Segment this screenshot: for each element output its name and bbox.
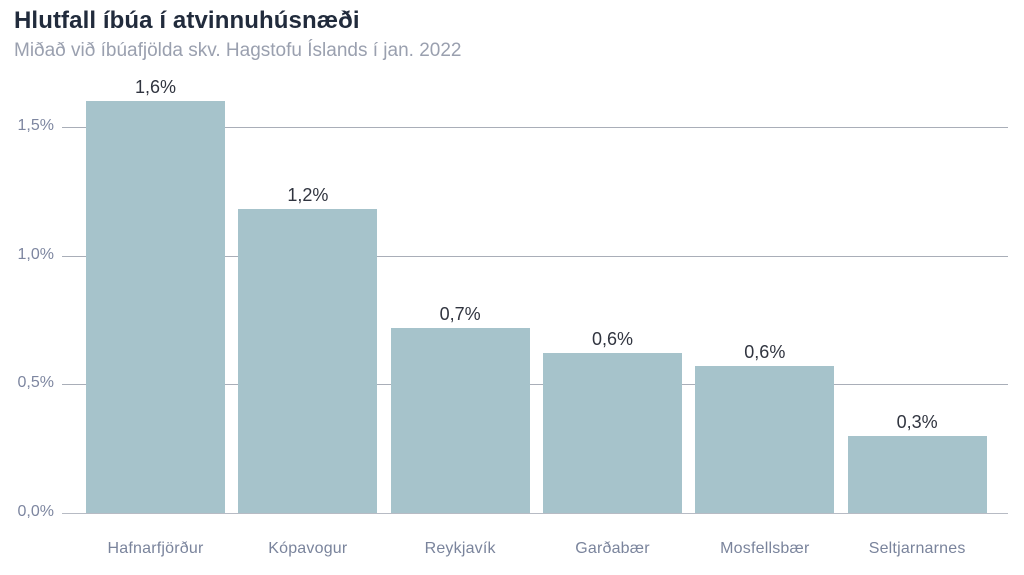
- bar-rect: [390, 327, 530, 513]
- y-axis-tick-label: 1,0%: [17, 245, 54, 263]
- bar-value-label: 0,3%: [896, 411, 938, 432]
- y-axis-tick-label: 0,5%: [17, 374, 54, 392]
- bar-value-label: 1,2%: [287, 185, 329, 206]
- bar-rect: [238, 209, 378, 513]
- bar-reykjavík: 0,7%: [390, 304, 530, 513]
- y-axis-tick-label: 1,5%: [17, 117, 54, 135]
- bar-value-label: 0,6%: [591, 329, 633, 350]
- bar-value-label: 0,7%: [439, 303, 481, 324]
- bar-value-label: 0,6%: [744, 342, 786, 363]
- bar-rect: [542, 353, 682, 513]
- gridline: [62, 384, 1008, 386]
- gridline: [62, 255, 1008, 257]
- x-axis-tick-label: Mosfellsbær: [720, 540, 810, 557]
- bar-hafnarfjörður: 1,6%: [86, 77, 225, 513]
- gridline: [62, 127, 1008, 129]
- bar-rect: [847, 435, 987, 513]
- bar-kópavogur: 1,2%: [238, 185, 378, 513]
- x-axis-tick-label: Kópavogur: [268, 540, 348, 557]
- chart-header: Hlutfall íbúa í atvinnuhúsnæði Miðað við…: [14, 6, 1010, 63]
- bar-seltjarnarnes: 0,3%: [847, 412, 987, 513]
- y-axis-tick-label: 0,0%: [17, 503, 54, 520]
- bar-mosfellsbær: 0,6%: [695, 342, 835, 513]
- bar-rect: [695, 366, 835, 513]
- bar-value-label: 1,6%: [134, 77, 177, 98]
- bar-rect: [86, 101, 225, 513]
- x-axis-baseline: [62, 513, 1008, 514]
- chart-title: Hlutfall íbúa í atvinnuhúsnæði: [14, 7, 360, 34]
- x-axis-tick-label: Seltjarnarnes: [868, 540, 966, 557]
- x-axis-tick-label: Reykjavík: [424, 540, 496, 557]
- x-axis-tick-label: Garðabær: [575, 540, 650, 557]
- x-axis-tick-label: Hafnarfjörður: [107, 540, 204, 557]
- bar-garðabær: 0,6%: [542, 329, 682, 513]
- chart-subtitle: Miðað við íbúafjölda skv. Hagstofu Íslan…: [14, 40, 462, 61]
